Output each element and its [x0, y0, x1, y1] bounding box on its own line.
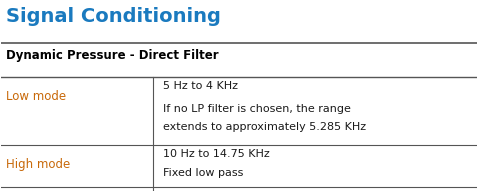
Text: 5 Hz to 4 KHz: 5 Hz to 4 KHz — [163, 81, 238, 91]
Text: Fixed low pass: Fixed low pass — [163, 168, 243, 178]
Text: extends to approximately 5.285 KHz: extends to approximately 5.285 KHz — [163, 122, 366, 132]
Text: If no LP filter is chosen, the range: If no LP filter is chosen, the range — [163, 103, 351, 114]
Text: Signal Conditioning: Signal Conditioning — [6, 7, 221, 26]
Text: 10 Hz to 14.75 KHz: 10 Hz to 14.75 KHz — [163, 149, 270, 159]
Text: High mode: High mode — [6, 158, 70, 171]
Text: Dynamic Pressure - Direct Filter: Dynamic Pressure - Direct Filter — [6, 49, 219, 62]
Text: Low mode: Low mode — [6, 89, 66, 103]
